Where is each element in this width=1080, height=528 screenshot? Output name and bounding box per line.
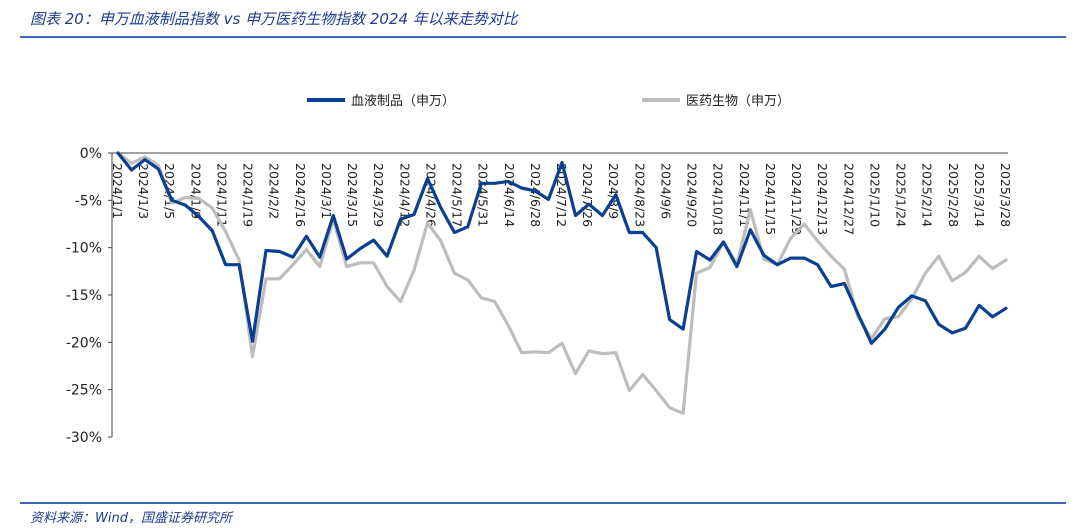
- y-tick-label: 0%: [80, 146, 102, 162]
- x-tick-label: 2024/3/29: [371, 163, 386, 227]
- x-tick-label: 2024/5/17: [450, 163, 465, 227]
- x-tick-label: 2024/6/14: [502, 163, 517, 227]
- legend-label-blood: 血液制品（申万）: [351, 94, 455, 109]
- x-tick-label: 2024/4/12: [397, 163, 412, 227]
- legend-label-pharma: 医药生物（申万）: [686, 94, 790, 109]
- x-tick-label: 2025/3/14: [972, 163, 987, 227]
- y-tick-label: -20%: [66, 335, 102, 351]
- y-tick-label: -5%: [75, 193, 102, 209]
- x-tick-label: 2024/11/15: [763, 163, 778, 235]
- x-tick-label: 2024/1/5: [162, 163, 177, 219]
- x-tick-label: 2024/12/13: [815, 163, 830, 235]
- x-tick-label: 2024/1/19: [241, 163, 256, 227]
- x-tick-label: 2024/8/23: [632, 163, 647, 227]
- x-tick-label: 2024/10/18: [711, 163, 726, 235]
- x-tick-label: 2025/1/10: [867, 163, 882, 227]
- x-tick-label: 2024/7/12: [554, 163, 569, 227]
- x-tick-label: 2024/7/26: [580, 163, 595, 227]
- x-tick-label: 2024/11/29: [789, 163, 804, 235]
- y-tick-label: -10%: [66, 241, 102, 257]
- series-lines: [116, 151, 1008, 415]
- bottom-rule: [20, 502, 1066, 504]
- y-tick-label: -30%: [66, 430, 102, 446]
- y-tick-label: -25%: [66, 383, 102, 399]
- x-tick-label: 2024/1/9: [188, 163, 203, 219]
- x-tick-label: 2025/2/14: [920, 163, 935, 227]
- y-tick-label: -15%: [66, 288, 102, 304]
- x-tick-label: 2024/11/1: [737, 163, 752, 227]
- x-tick-label: 2025/3/28: [998, 163, 1013, 227]
- x-tick-label: 2024/3/15: [345, 163, 360, 227]
- source-note: 资料来源：Wind，国盛证券研究所: [30, 511, 232, 526]
- x-tick-label: 2024/6/28: [528, 163, 543, 227]
- x-tick-label: 2024/1/1: [110, 163, 125, 219]
- x-tick-label: 2024/9/6: [658, 163, 673, 219]
- figure-title: 图表 20：申万血液制品指数 vs 申万医药生物指数 2024 年以来走势对比: [30, 10, 518, 28]
- x-tick-labels: 2024/1/1 2024/1/3 2024/1/5 2024/1/9 2024/1/1…: [110, 163, 1013, 235]
- x-tick-label: 2024/12/27: [841, 163, 856, 235]
- x-tick-label: 2025/1/24: [894, 163, 909, 227]
- x-tick-label: 2024/1/3: [136, 163, 151, 219]
- legend: 血液制品（申万） 医药生物（申万）: [307, 94, 790, 109]
- x-tick-label: 2024/2/2: [267, 163, 282, 219]
- line-chart: 血液制品（申万） 医药生物（申万） 0% -5% -10% -15% -20% -25% -…: [66, 94, 1013, 446]
- x-tick-label: 2024/5/31: [476, 163, 491, 227]
- series-line-blood-products: [116, 151, 1008, 345]
- y-tick-labels: 0% -5% -10% -15% -20% -25% -30%: [66, 146, 112, 446]
- x-tick-label: 2024/2/16: [293, 163, 308, 227]
- x-tick-label: 2024/8/9: [606, 163, 621, 219]
- x-tick-label: 2025/2/28: [946, 163, 961, 227]
- x-tick-label: 2024/1/11: [214, 163, 229, 227]
- x-tick-label: 2024/3/1: [319, 163, 334, 219]
- top-rule: [20, 36, 1066, 38]
- x-tick-label: 2024/9/20: [685, 163, 700, 227]
